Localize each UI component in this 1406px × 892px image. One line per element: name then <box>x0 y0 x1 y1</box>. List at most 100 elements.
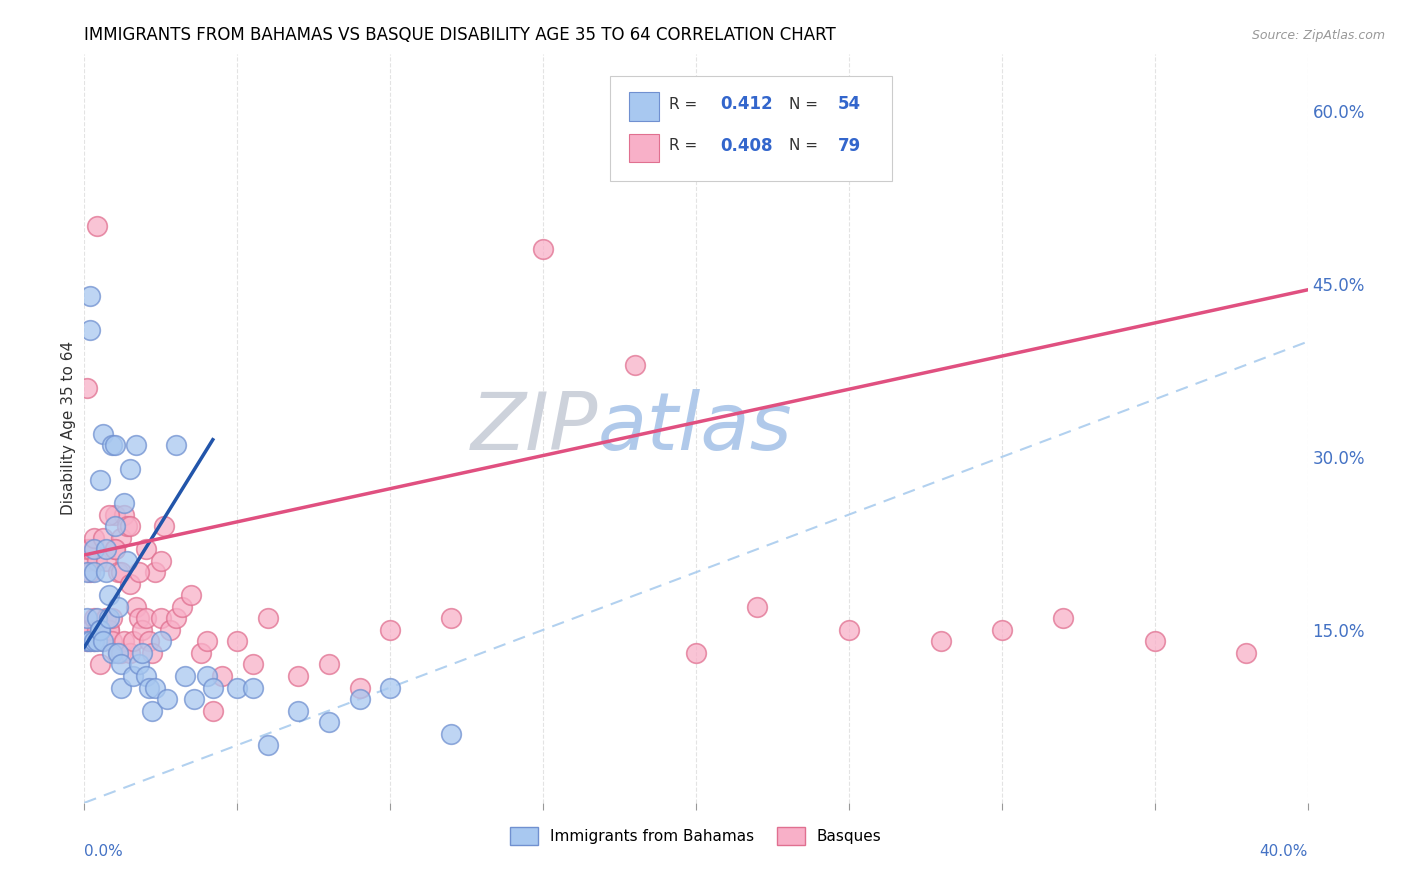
Point <box>120 576 142 591</box>
Point <box>94 554 117 568</box>
Point <box>122 669 145 683</box>
Point <box>83 531 105 545</box>
Point <box>91 531 114 545</box>
Point <box>112 634 135 648</box>
Point <box>94 611 117 625</box>
Point <box>79 542 101 557</box>
Point <box>172 599 194 614</box>
Point <box>149 634 172 648</box>
Point <box>141 704 163 718</box>
Point <box>83 634 105 648</box>
Point <box>107 599 129 614</box>
Point <box>104 542 127 557</box>
Point <box>112 496 135 510</box>
Point <box>86 554 108 568</box>
Point <box>747 599 769 614</box>
Point <box>287 704 309 718</box>
Point <box>149 611 172 625</box>
Point <box>143 566 166 580</box>
Point <box>159 623 181 637</box>
Point <box>131 646 153 660</box>
Point <box>380 623 402 637</box>
Point <box>287 669 309 683</box>
Point <box>242 681 264 695</box>
Point <box>110 681 132 695</box>
Text: R =: R = <box>669 97 702 112</box>
Point <box>257 611 280 625</box>
Point <box>201 704 224 718</box>
Point <box>91 634 114 648</box>
Point <box>101 611 124 625</box>
Point <box>180 588 202 602</box>
Point <box>125 438 148 452</box>
Point <box>174 669 197 683</box>
Point <box>86 623 108 637</box>
Point <box>104 508 127 522</box>
Point <box>135 611 157 625</box>
Point <box>86 219 108 234</box>
Point <box>110 566 132 580</box>
Point <box>1052 611 1074 625</box>
Point <box>91 634 114 648</box>
Point <box>79 566 101 580</box>
Point <box>115 519 138 533</box>
Legend: Immigrants from Bahamas, Basques: Immigrants from Bahamas, Basques <box>505 821 887 851</box>
Text: 40.0%: 40.0% <box>1260 844 1308 859</box>
Point <box>110 657 132 672</box>
Point <box>141 646 163 660</box>
Point <box>89 623 111 637</box>
Point <box>156 692 179 706</box>
Bar <box>628 134 659 162</box>
Point <box>89 657 111 672</box>
Point <box>115 554 138 568</box>
Point <box>76 554 98 568</box>
Point <box>86 611 108 625</box>
Point <box>143 681 166 695</box>
Point <box>122 634 145 648</box>
Point <box>91 426 114 441</box>
Point <box>76 381 98 395</box>
Text: 54: 54 <box>838 95 860 113</box>
Bar <box>628 93 659 121</box>
Point <box>128 657 150 672</box>
Point <box>107 646 129 660</box>
Point <box>190 646 212 660</box>
Point <box>380 681 402 695</box>
Point <box>76 611 98 625</box>
Point <box>165 611 187 625</box>
Point <box>128 566 150 580</box>
Point <box>318 657 340 672</box>
Text: 79: 79 <box>838 136 860 154</box>
Point <box>349 681 371 695</box>
Point <box>101 438 124 452</box>
Point <box>242 657 264 672</box>
Point <box>83 611 105 625</box>
Point <box>97 623 120 637</box>
Text: N =: N = <box>789 138 818 153</box>
Point <box>79 634 101 648</box>
Point <box>101 634 124 648</box>
Text: atlas: atlas <box>598 389 793 467</box>
Point <box>624 358 647 372</box>
Point <box>838 623 860 637</box>
Point <box>94 542 117 557</box>
Text: 0.412: 0.412 <box>720 95 773 113</box>
Point <box>104 542 127 557</box>
Point <box>97 611 120 625</box>
Point <box>107 566 129 580</box>
Point <box>195 634 218 648</box>
Point <box>1143 634 1166 648</box>
Point <box>97 508 120 522</box>
Point <box>89 473 111 487</box>
Point <box>76 566 98 580</box>
Point <box>89 623 111 637</box>
Point <box>183 692 205 706</box>
Point <box>201 681 224 695</box>
Point <box>120 519 142 533</box>
Point <box>440 726 463 740</box>
Point <box>112 508 135 522</box>
Point <box>685 646 707 660</box>
Point <box>138 634 160 648</box>
Point <box>89 623 111 637</box>
Point <box>440 611 463 625</box>
